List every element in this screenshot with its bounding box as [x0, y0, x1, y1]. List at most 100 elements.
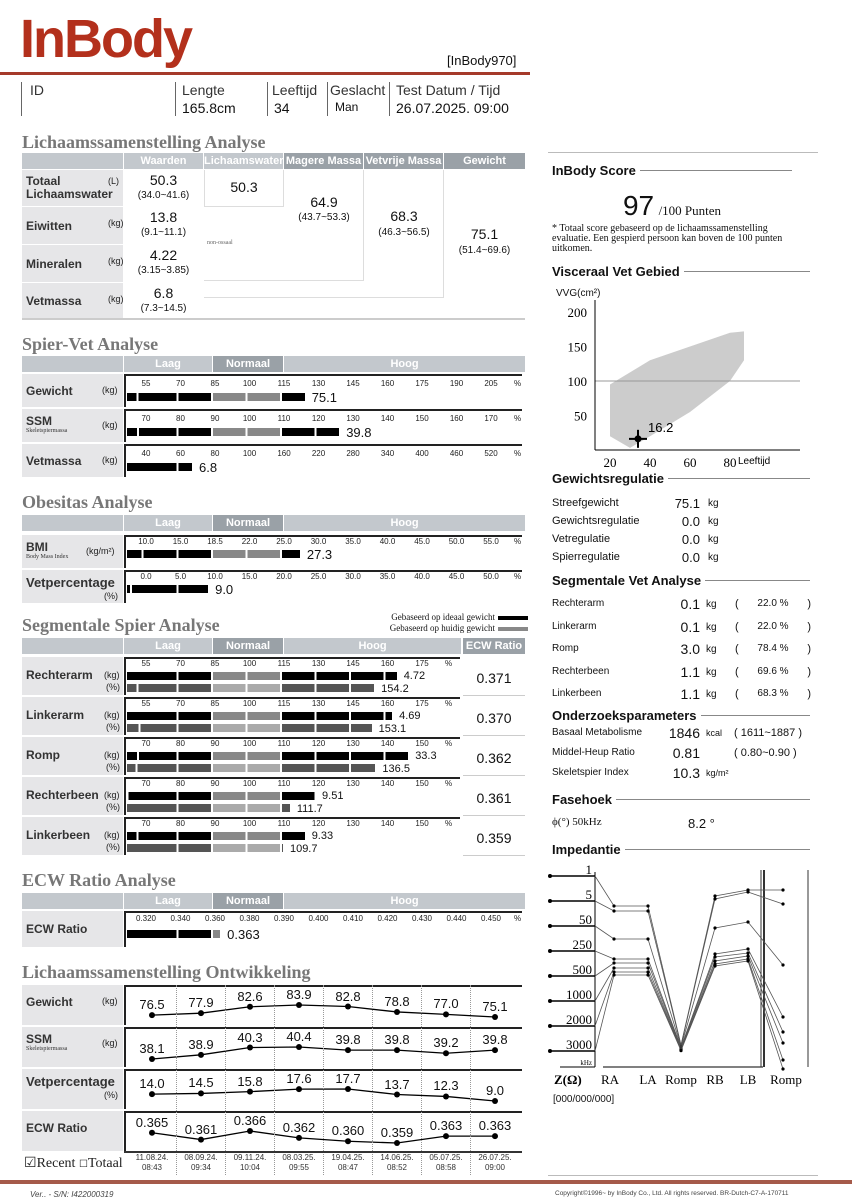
history-point [345, 1086, 351, 1092]
segmental-fat-pct: (68.3 %) [735, 688, 811, 700]
row-label-text: Vetmassa [26, 293, 82, 308]
bar-area [124, 911, 522, 947]
percent-sign: % [513, 379, 522, 388]
impedance-point [646, 961, 650, 965]
bar-ssm-value: 39.8 [346, 425, 372, 440]
freq-label: 1000 [566, 987, 592, 1002]
band-low: Laag [124, 638, 212, 654]
history-point [149, 1091, 155, 1098]
history-date: 26.07.25. 09:00 [478, 1153, 511, 1173]
impedance-point [713, 894, 717, 898]
history-point [198, 1010, 204, 1017]
bar-area [124, 777, 460, 815]
freq-label: 500 [573, 962, 593, 977]
history-line-chart [149, 1002, 498, 1020]
bar-pct-value: 153.1 [378, 723, 407, 735]
band-normal: Normaal [213, 893, 283, 909]
weight-range: (51.4~69.6) [458, 245, 511, 256]
bar-pct-value: 111.7 [296, 803, 323, 815]
divider [548, 152, 818, 153]
unit-label: (kg) [102, 996, 118, 1006]
y-tick-label: 100 [568, 374, 588, 389]
impedance-point [713, 964, 717, 968]
unit: kg [708, 516, 719, 527]
tick-label: 160 [380, 659, 395, 668]
bar-kg [127, 672, 397, 680]
row-label-text: Vetpercentage [26, 1074, 115, 1089]
tick-label: 130 [311, 699, 326, 708]
tick-label: 90 [210, 779, 220, 788]
divider [267, 82, 268, 116]
row-label: Mineralen [22, 245, 123, 282]
tick-label: 160 [277, 449, 291, 458]
date: 09.11.24. [233, 1153, 267, 1162]
tick-label: 160 [449, 414, 464, 423]
divider [22, 318, 525, 320]
unit: kg [706, 689, 717, 700]
tick-label: 45.0 [448, 572, 465, 581]
percent-sign: % [444, 779, 453, 788]
value: 4.22 [149, 247, 178, 263]
segment-label: LA [639, 1072, 657, 1087]
impedance-point [746, 890, 750, 894]
impedance-point [746, 920, 750, 924]
tick-label: 0.410 [342, 914, 364, 923]
x-tick-label: 20 [604, 455, 617, 470]
history-value: 0.365 [135, 1114, 169, 1130]
unit-pct: (%) [106, 722, 120, 732]
tick-label: 0.430 [411, 914, 433, 923]
freq-label: 250 [573, 937, 593, 952]
tick-label: 0.380 [239, 914, 260, 923]
tick-label: 160 [380, 699, 395, 708]
tick-label: 85 [210, 379, 220, 388]
column-divider [421, 985, 422, 1175]
percent-sign: % [444, 819, 453, 828]
history-point [345, 1047, 351, 1054]
impedance-point [646, 957, 650, 961]
freq-label: 5 [586, 887, 593, 902]
history-value: 9.0 [485, 1083, 505, 1098]
param-value: 10.3 [672, 765, 700, 781]
bar-area [124, 570, 522, 603]
legend: Gebaseerd op ideaal gewicht Gebaseerd op… [360, 612, 528, 634]
row-label-text: Gewicht [26, 995, 73, 1009]
band-header-blank [22, 515, 123, 531]
total-checkbox[interactable]: ☐ [78, 1159, 88, 1170]
bar-kg [127, 792, 316, 800]
impedance-chart: 1 5 50 250 500 1000 2000 3000 kHz Z(Ω) RA LA Romp RB L… [548, 862, 809, 1087]
segmental-fat-label: Rechterbeen [552, 665, 610, 677]
history-point [492, 1098, 498, 1104]
bar-pct [127, 764, 376, 772]
recent-checkbox[interactable]: ☑ [24, 1156, 37, 1171]
row-label-text: ECW Ratio [26, 1121, 88, 1135]
x-tick-label: 80 [724, 455, 737, 470]
unit-kg: (kg) [104, 750, 120, 760]
history-value: 77.0 [433, 996, 459, 1012]
row-label: Gewicht [22, 985, 123, 1025]
divider [327, 82, 328, 116]
tick-label: 70 [141, 779, 151, 788]
tick-label: 0.450 [480, 914, 502, 923]
value: 6.8 [153, 285, 174, 301]
row-sublabel: Skeletspiermassa [26, 1046, 68, 1052]
row-label-text: Rechterbeen [26, 788, 99, 802]
impedance-point [646, 937, 650, 941]
impedance-point [746, 954, 750, 958]
tick-label: 280 [346, 449, 360, 458]
tick-label: 80 [176, 819, 185, 828]
tick-label: 130 [346, 819, 360, 828]
row-label: Totaal Lichaamswater [22, 170, 123, 206]
divider [463, 815, 525, 816]
bar-ecw-value: 0.363 [227, 927, 260, 942]
segmental-fat-label: Romp [552, 643, 579, 654]
impedance-point [746, 959, 750, 963]
tick-label: 0.390 [273, 914, 295, 923]
column-divider [470, 985, 471, 1175]
body-composition-table: Waarden Lichaamswater Magere Massa Vetvr… [22, 153, 525, 320]
bar-kg [127, 832, 305, 840]
legend-current-swatch [498, 626, 528, 631]
visceral-chart: 200 150 100 50 20 40 60 80 Leeftijd 16.2 [568, 300, 800, 470]
tick-label: 140 [380, 414, 395, 423]
weight-control-label: Streefgewicht [552, 497, 619, 509]
impedance-point [781, 1058, 785, 1062]
